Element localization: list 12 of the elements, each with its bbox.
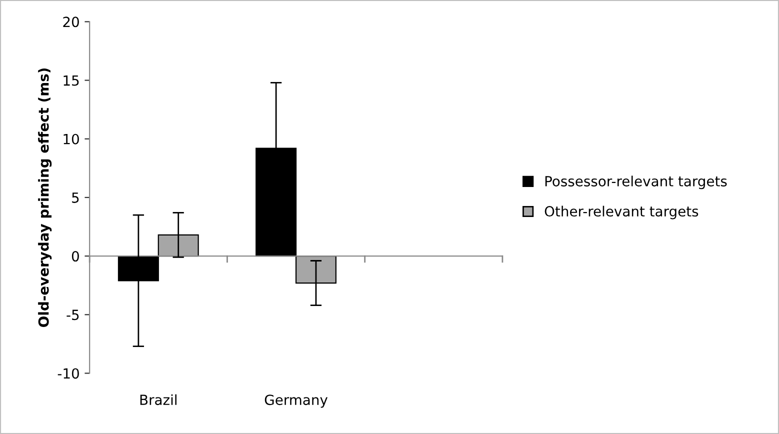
y-tick-label: 15: [64, 75, 79, 86]
y-axis-title: Old-everyday priming effect (ms): [38, 68, 52, 327]
y-tick-label: 20: [63, 16, 79, 28]
y-tick-label: 0: [72, 251, 79, 262]
y-tick-label: 10: [64, 134, 79, 144]
legend-label: Possessor-relevant targets: [545, 176, 727, 190]
x-tick-label: Brazil: [140, 394, 176, 406]
legend-label: Other-relevant targets: [544, 206, 698, 220]
y-tick-label: -5: [66, 310, 79, 320]
x-tick-label: Germany: [264, 394, 328, 408]
y-tick-label: 5: [72, 192, 79, 203]
y-tick-label: -10: [58, 368, 79, 379]
